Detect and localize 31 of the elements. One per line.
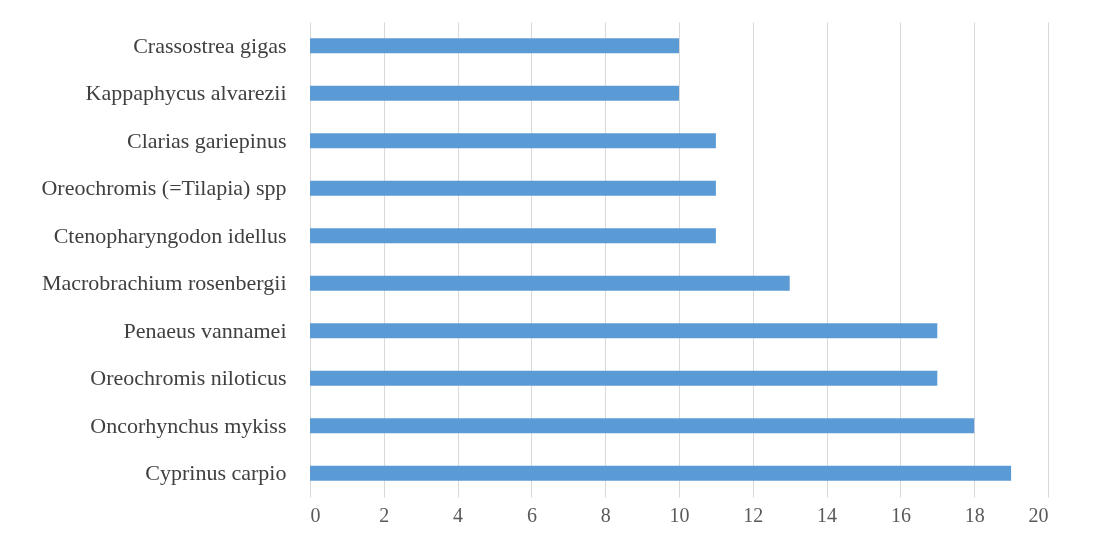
bar: [310, 38, 679, 54]
x-tick-label: 4: [453, 503, 464, 526]
y-tick-label: Oreochromis niloticus: [90, 365, 287, 391]
bar: [310, 133, 716, 149]
y-tick-label: Clarias gariepinus: [127, 127, 287, 153]
x-tick-label: 18: [964, 503, 985, 526]
x-tick-label: 10: [669, 503, 690, 526]
x-tick-label: 16: [890, 503, 911, 526]
bar: [310, 418, 975, 434]
bar: [310, 228, 716, 244]
x-tick-label: 0: [310, 503, 321, 526]
y-tick-label: Penaeus vannamei: [123, 317, 287, 343]
bar: [310, 85, 679, 101]
x-tick-label: 20: [1028, 503, 1049, 526]
x-tick-label: 12: [743, 503, 764, 526]
y-tick-label: Kappaphycus alvarezii: [85, 80, 287, 106]
x-tick-label: 2: [379, 503, 390, 526]
y-tick-label: Ctenopharyngodon idellus: [53, 222, 287, 248]
x-tick-label: 14: [817, 503, 838, 526]
bar: [310, 275, 790, 291]
y-tick-label: Oreochromis (=Tilapia) spp: [41, 175, 287, 201]
y-tick-label: Macrobrachium rosenbergii: [41, 270, 287, 296]
y-tick-label: Cyprinus carpio: [145, 460, 287, 486]
bar: [310, 180, 716, 196]
x-tick-label: 8: [600, 503, 611, 526]
bar: [310, 323, 938, 339]
bar: [310, 465, 1012, 481]
y-tick-label: Crassostrea gigas: [133, 32, 287, 58]
x-tick-label: 6: [526, 503, 537, 526]
y-tick-label: Oncorhynchus mykiss: [90, 412, 287, 438]
bar: [310, 370, 938, 386]
